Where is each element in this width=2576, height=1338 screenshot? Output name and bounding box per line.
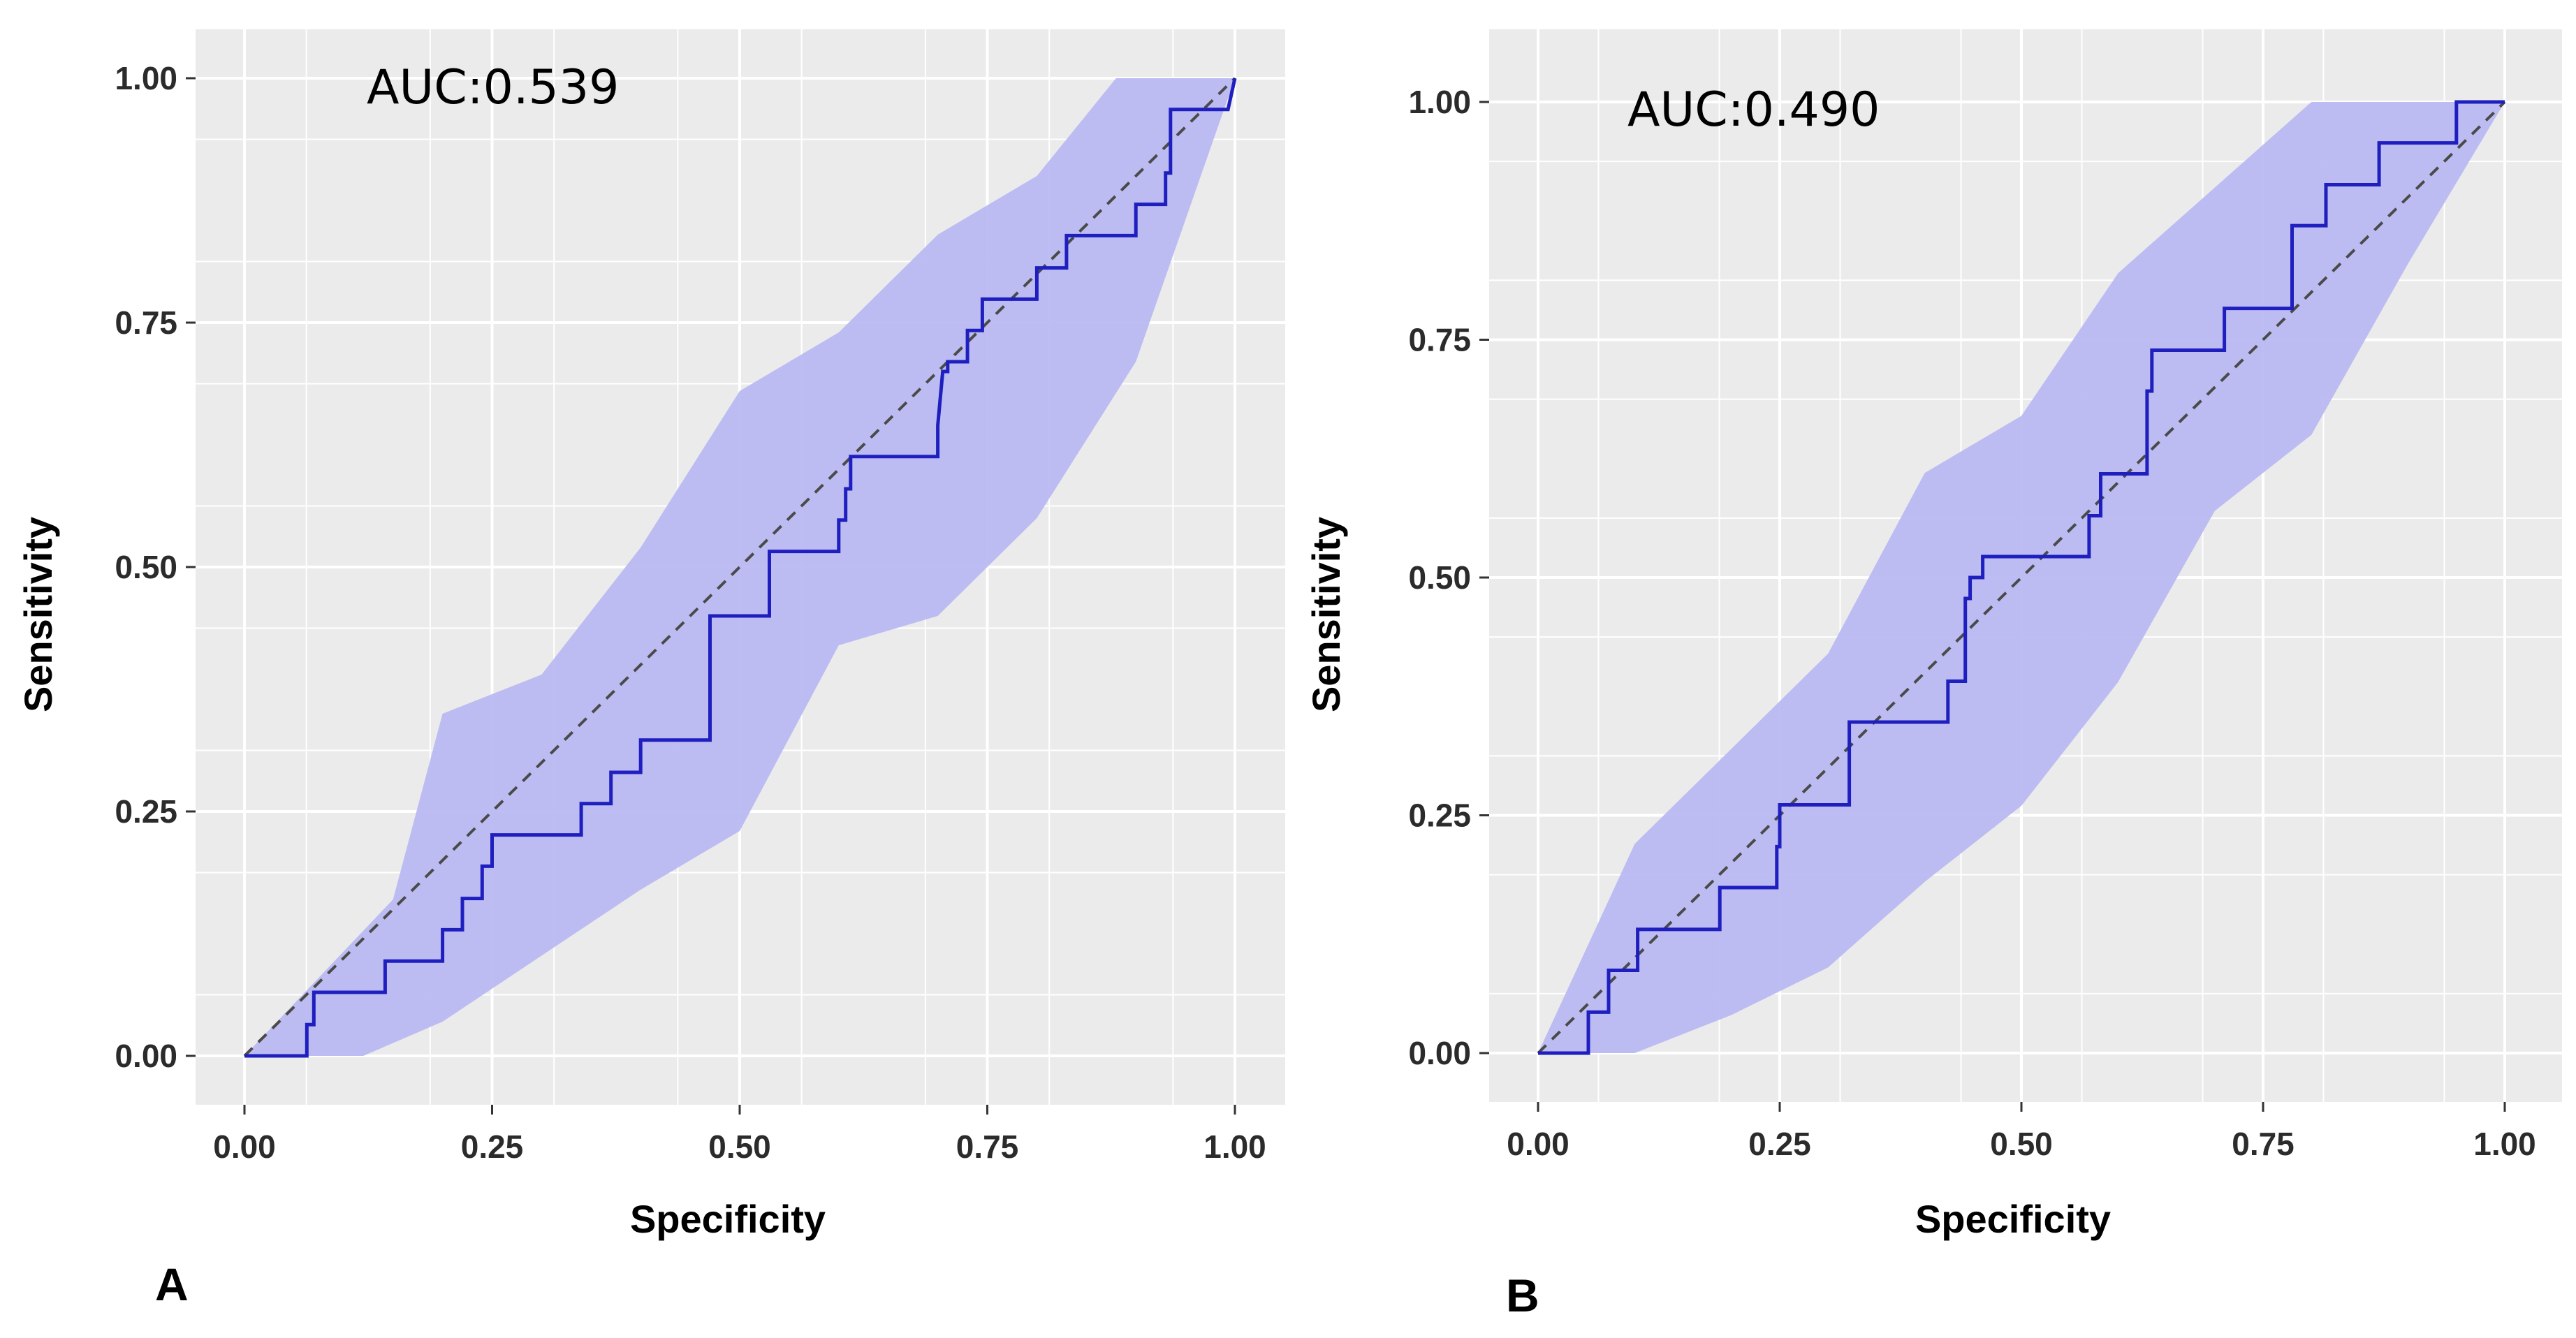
panel-a-y-axis-title: Sensitivity xyxy=(16,517,60,712)
y-tick-label: 1.00 xyxy=(115,60,177,96)
x-tick-label: 0.50 xyxy=(1990,1126,2053,1162)
y-tick-label: 0.75 xyxy=(115,304,177,341)
panel-b-reference-line xyxy=(1537,101,2506,1054)
panel-b-auc-annotation: AUC:0.490 xyxy=(1627,82,1880,138)
panel-b-x-axis-title: Specificity xyxy=(1915,1197,2111,1241)
x-tick-label: 1.00 xyxy=(2473,1126,2536,1162)
panel-b-y-axis-title: Sensitivity xyxy=(1304,517,1348,712)
panel-b-x-ticks: 0.00 0.25 0.50 0.75 1.00 xyxy=(1507,1102,2536,1162)
panel-b: 0.00 0.25 0.50 0.75 1.00 0.00 0.25 0.50 0.75 1.0… xyxy=(1304,29,2562,1321)
y-tick-label: 0.25 xyxy=(115,793,177,830)
panel-b-y-ticks: 0.00 0.25 0.50 0.75 1.00 xyxy=(1408,84,1489,1071)
y-tick-label: 0.50 xyxy=(115,549,177,585)
y-tick-label: 0.00 xyxy=(115,1038,177,1074)
panel-a-label: A xyxy=(155,1258,189,1310)
x-tick-label: 0.25 xyxy=(1748,1126,1811,1162)
panel-a: 0.00 0.25 0.50 0.75 1.00 0.00 0.25 0.50 0.75 1.0… xyxy=(16,29,1285,1310)
y-tick-label: 0.25 xyxy=(1408,797,1471,834)
y-tick-label: 1.00 xyxy=(1408,84,1471,120)
x-tick-label: 0.75 xyxy=(2232,1126,2295,1162)
x-tick-label: 0.00 xyxy=(1507,1126,1569,1162)
x-tick-label: 0.75 xyxy=(956,1129,1019,1165)
y-tick-label: 0.00 xyxy=(1408,1035,1471,1071)
x-tick-label: 0.25 xyxy=(461,1129,524,1165)
y-tick-label: 0.50 xyxy=(1408,559,1471,596)
y-tick-label: 0.75 xyxy=(1408,322,1471,358)
x-tick-label: 0.00 xyxy=(213,1129,276,1165)
panel-a-x-axis-title: Specificity xyxy=(630,1197,826,1241)
panel-b-label: B xyxy=(1506,1270,1539,1321)
panel-a-x-ticks: 0.00 0.25 0.50 0.75 1.00 xyxy=(213,1105,1266,1165)
panel-a-auc-annotation: AUC:0.539 xyxy=(367,60,619,115)
panel-b-roc-curve xyxy=(1538,100,2505,1055)
panel-a-y-ticks: 0.00 0.25 0.50 0.75 1.00 xyxy=(115,60,196,1074)
x-tick-label: 1.00 xyxy=(1203,1129,1266,1165)
x-tick-label: 0.50 xyxy=(708,1129,771,1165)
panel-a-reference-line xyxy=(243,77,1236,1057)
panel-a-roc-curve xyxy=(244,78,1237,1058)
